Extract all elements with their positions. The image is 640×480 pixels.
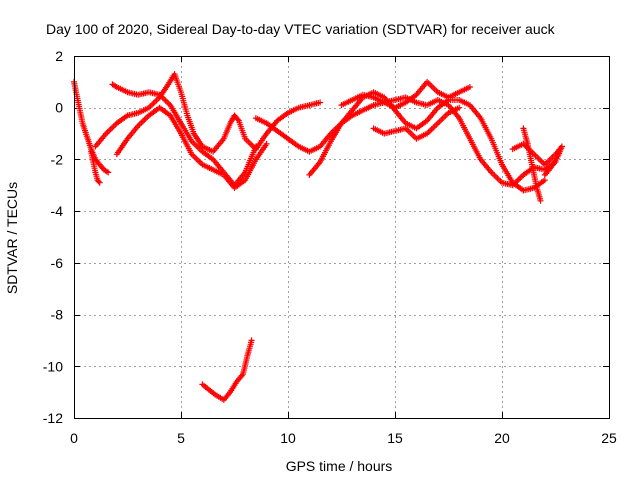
series-track-d bbox=[109, 81, 259, 189]
x-tick-label: 25 bbox=[601, 430, 617, 446]
y-tick-label: -8 bbox=[51, 307, 64, 323]
data-point bbox=[317, 99, 324, 106]
data-point bbox=[103, 168, 110, 175]
x-tick-label: 10 bbox=[280, 430, 296, 446]
data-point bbox=[541, 177, 548, 184]
chart-title: Day 100 of 2020, Sidereal Day-to-day VTE… bbox=[46, 21, 556, 37]
data-point bbox=[252, 143, 259, 150]
y-tick-label: -10 bbox=[43, 358, 63, 374]
data-point bbox=[95, 178, 102, 185]
series-track-a bbox=[71, 78, 112, 176]
data-point bbox=[537, 197, 544, 204]
axis-ticks: 0 5 10 15 20 25 -12 -10 -8 -6 -4 -2 0 2 bbox=[43, 48, 617, 446]
y-tick-label: 0 bbox=[55, 100, 63, 116]
x-tick-label: 5 bbox=[177, 430, 185, 446]
data-point bbox=[96, 179, 103, 186]
grid bbox=[74, 56, 609, 418]
series-track-e bbox=[113, 104, 270, 191]
plot-frame bbox=[74, 56, 610, 419]
data-point bbox=[248, 337, 255, 344]
series-track-l bbox=[541, 143, 565, 178]
data-point bbox=[234, 116, 241, 123]
y-tick-label: -12 bbox=[43, 410, 63, 426]
series-track-k bbox=[520, 125, 544, 204]
data-point bbox=[456, 104, 463, 111]
x-axis-label: GPS time / hours bbox=[286, 458, 393, 474]
y-tick-label: -6 bbox=[51, 255, 64, 271]
x-tick-label: 20 bbox=[494, 430, 510, 446]
series-track-h bbox=[338, 78, 473, 111]
y-tick-label: -4 bbox=[51, 203, 64, 219]
y-tick-label: -2 bbox=[51, 151, 64, 167]
data-point bbox=[466, 84, 473, 90]
data-points bbox=[71, 71, 565, 403]
series-track-m bbox=[199, 337, 255, 403]
data-point bbox=[558, 143, 565, 150]
y-tick-label: 2 bbox=[55, 48, 63, 64]
series-track-b bbox=[88, 148, 103, 186]
y-axis-label: SDTVAR / TECUs bbox=[4, 182, 20, 294]
x-tick-label: 0 bbox=[70, 430, 78, 446]
data-point bbox=[263, 140, 270, 147]
series-track-j bbox=[509, 140, 565, 168]
x-tick-label: 15 bbox=[387, 430, 403, 446]
series-track-i bbox=[370, 104, 463, 142]
data-point bbox=[105, 169, 112, 176]
